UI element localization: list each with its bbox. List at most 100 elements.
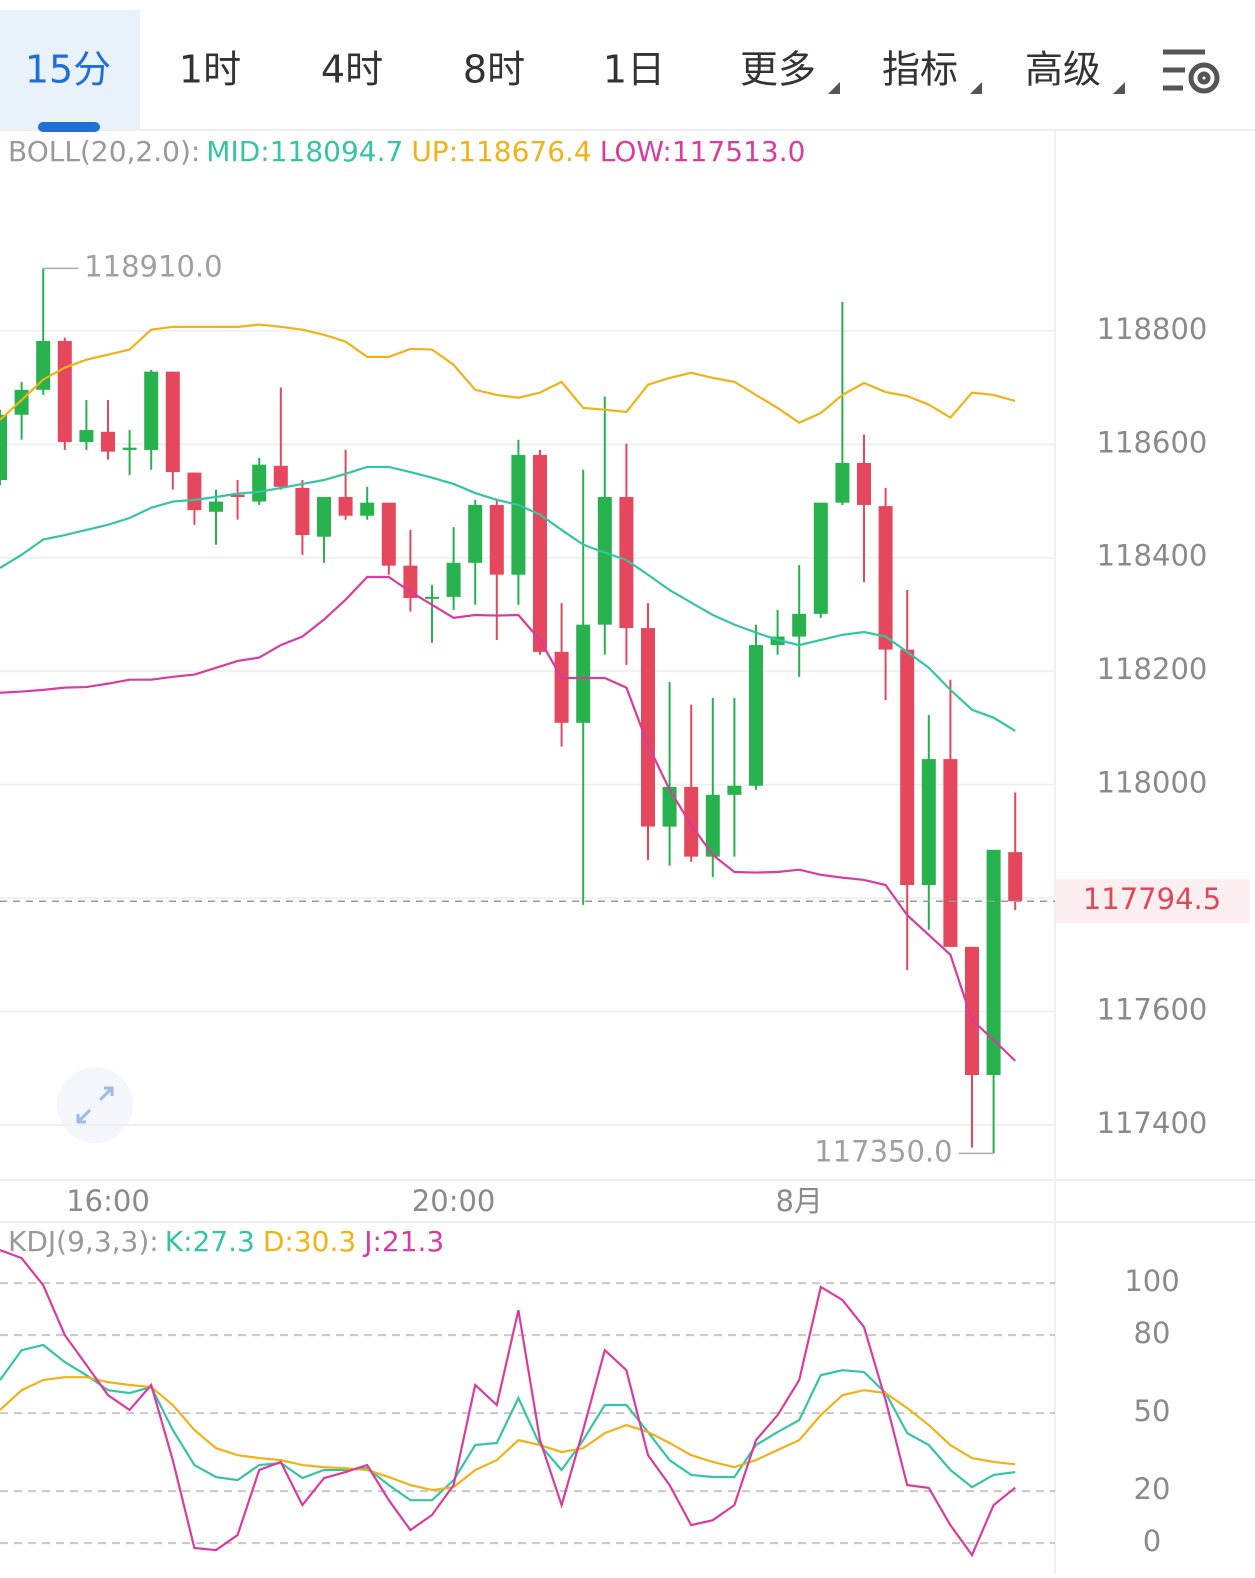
candle-body (79, 430, 94, 442)
candle-body (0, 414, 7, 480)
candle-body (965, 946, 979, 1076)
tab[interactable]: 15分 (0, 10, 140, 132)
candle-body (209, 501, 223, 512)
candle-body (446, 562, 461, 597)
tab-label: 更多 (740, 48, 816, 92)
candle-body (576, 624, 591, 723)
extreme-label: 117350.0 (814, 1134, 952, 1168)
candle-body (36, 341, 51, 390)
settings-icon[interactable] (1163, 49, 1220, 94)
candle-body (165, 371, 180, 473)
y-tick-label: 0 (1143, 1524, 1161, 1558)
candle-body (684, 786, 699, 857)
candle-body (878, 506, 893, 650)
candle-body (187, 472, 202, 511)
candle-body (360, 502, 375, 516)
candle-body (641, 628, 655, 827)
candle-body (101, 431, 115, 452)
candle-body (900, 649, 915, 886)
x-tick-label: 8月 (775, 1184, 822, 1218)
indicator-line (0, 1249, 1016, 1558)
tab[interactable]: 高级 (1025, 48, 1125, 95)
candle-body (705, 794, 720, 857)
candle-body (230, 494, 245, 498)
icon-stroke (1188, 62, 1220, 94)
y-tick-label: 118400 (1097, 539, 1208, 573)
tab-label: 4时 (321, 48, 383, 92)
indicator-label: BOLL(20,2.0): (8, 135, 200, 168)
y-tick-label: 117400 (1097, 1106, 1208, 1140)
candle-body (273, 465, 288, 487)
tab[interactable]: 8时 (463, 48, 525, 92)
candle-body (338, 497, 353, 516)
y-tick-label: 80 (1134, 1316, 1171, 1350)
y-tick-label: 100 (1124, 1264, 1179, 1298)
tab-label: 指标 (882, 48, 958, 92)
legend-entry: K:27.3 (165, 1225, 255, 1258)
last-price-bg (1055, 879, 1250, 924)
y-tick-label: 118200 (1097, 652, 1208, 686)
candle-body (14, 389, 29, 415)
candle-body (943, 759, 958, 947)
indicator-line (0, 465, 1016, 732)
candle-body (122, 447, 137, 450)
tab-label: 高级 (1025, 48, 1101, 92)
candle-body (727, 785, 742, 795)
tab[interactable]: 1时 (179, 48, 241, 92)
tab[interactable]: 指标 (882, 48, 982, 95)
candle-body (533, 455, 547, 652)
indicator-label: KDJ(9,3,3): (8, 1225, 159, 1258)
candle-body (835, 462, 850, 503)
candle-body (295, 487, 310, 536)
candle-body (792, 613, 807, 637)
candle-body (425, 596, 439, 599)
indicator-line (0, 1343, 1016, 1502)
tab-active-bg (0, 10, 140, 130)
x-tick-label: 20:00 (412, 1184, 496, 1218)
expand-button[interactable] (57, 1067, 133, 1143)
tab-label: 1时 (179, 48, 241, 92)
candle-body (317, 497, 331, 537)
tab-indicator (38, 122, 100, 132)
expand-bg (57, 1067, 133, 1143)
expand-arrows (76, 1086, 114, 1124)
last-price-label: 117794.5 (1083, 882, 1221, 916)
tab[interactable]: 更多 (740, 48, 840, 95)
legend-entry: LOW:117513.0 (600, 135, 806, 168)
legend-entry: UP:118676.4 (411, 135, 591, 168)
candle-body (813, 502, 828, 614)
tab-label: 15分 (25, 48, 111, 92)
tab[interactable]: 4时 (321, 48, 383, 92)
dropdown-caret (970, 82, 982, 94)
tab-label: 1日 (603, 48, 665, 92)
legend-entry: D:30.3 (263, 1225, 356, 1258)
dropdown-caret (828, 82, 840, 94)
indicator-line (0, 575, 1016, 1062)
legend-entry: MID:118094.7 (206, 135, 403, 168)
candle-body (144, 371, 159, 450)
candle-body (662, 786, 677, 827)
candle-body (489, 504, 504, 575)
legend-entry: J:21.3 (362, 1225, 444, 1258)
y-tick-label: 118600 (1097, 425, 1208, 459)
candle-body (986, 849, 1001, 1076)
indicator-line (0, 323, 1016, 424)
tab[interactable]: 1日 (603, 48, 665, 92)
candle-body (252, 464, 267, 502)
candle-body (619, 497, 634, 629)
y-tick-label: 20 (1134, 1472, 1171, 1506)
y-tick-label: 50 (1134, 1394, 1171, 1428)
candle-body (511, 455, 526, 575)
icon-stroke (1197, 71, 1211, 85)
candle-body (403, 565, 418, 598)
y-tick-label: 117600 (1097, 993, 1208, 1027)
indicator-line (0, 1376, 1016, 1492)
candle-body (749, 645, 763, 786)
candle-body (554, 651, 569, 723)
candle-body (857, 462, 871, 505)
candle-body (381, 502, 396, 566)
x-tick-label: 16:00 (66, 1184, 150, 1218)
